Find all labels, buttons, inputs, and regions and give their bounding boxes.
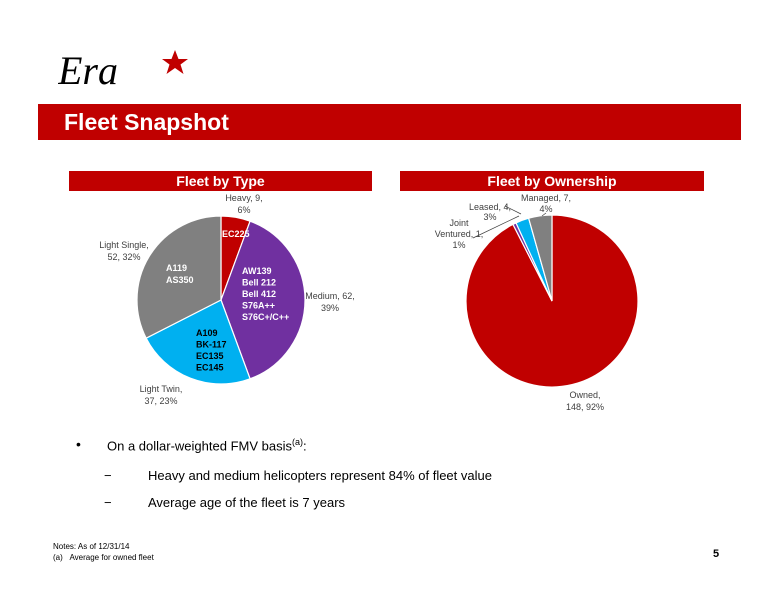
bullet-main-suffix: : — [302, 438, 307, 454]
leader-line-managed — [541, 212, 547, 217]
slice-label-light-twin: 37, 23% — [144, 396, 177, 406]
page-number: 5 — [713, 548, 720, 560]
slice-label-medium: 39% — [321, 303, 339, 313]
sub-bullet-2-text: Average age of the fleet is 7 years — [148, 495, 346, 510]
footnotes: Notes: As of 12/31/14 (a) Average for ow… — [53, 541, 154, 563]
pie-slice-managed — [527, 214, 553, 302]
pie-slice-light-twin — [145, 299, 251, 385]
fleet-by-type-pie: Heavy, 9, 6% Medium, 62, 39% Light Twin, 37, … — [99, 193, 355, 406]
slice-label-light-twin: Light Twin, — [140, 384, 183, 394]
slice-label-owned: Owned, — [569, 390, 600, 400]
slice-label-light-single: 52, 32% — [107, 252, 140, 262]
logo-text: Era — [58, 48, 118, 92]
slice-model-aw139: AW139 — [242, 266, 272, 276]
sub-bullet-dash: − — [104, 495, 112, 510]
slice-model-s76a: S76A++ — [242, 301, 275, 311]
slice-model-bell-212: Bell 212 — [242, 278, 276, 288]
bullet-dot: • — [76, 436, 81, 452]
slice-label-leased: Leased, 4, — [469, 202, 511, 212]
star-icon — [162, 50, 188, 74]
slice-label-leased: 3% — [483, 212, 496, 222]
leader-line-leased — [504, 205, 522, 215]
slice-label-joint-ventured: Joint — [449, 218, 469, 228]
slice-label-joint-ventured: 1% — [452, 240, 465, 250]
slice-label-heavy: 6% — [237, 205, 250, 215]
slice-label-managed: 4% — [539, 204, 552, 214]
fleet-by-type-label: Fleet by Type — [69, 171, 372, 191]
slice-label-managed: Managed, 7, — [521, 193, 571, 203]
pie-slice-medium — [220, 220, 306, 380]
slice-model-ec225: EC225 — [222, 229, 250, 239]
bullet-main-text: On a dollar-weighted FMV basis — [107, 438, 292, 454]
slice-label-heavy: Heavy, 9, — [225, 193, 262, 203]
notes-line-1: Notes: As of 12/31/14 — [53, 542, 130, 551]
notes-line-2: Average for owned fleet — [69, 553, 154, 562]
slice-label-light-single: Light Single, — [99, 240, 149, 250]
slice-model-ec145: EC145 — [196, 363, 224, 373]
slice-model-bell-412: Bell 412 — [242, 289, 276, 299]
slice-model-a119: A119 — [166, 263, 187, 273]
sub-bullet-dash: − — [104, 468, 112, 483]
era-logo: Era — [58, 48, 188, 92]
slice-label-medium: Medium, 62, — [305, 291, 355, 301]
leader-line-joint-ventured — [472, 215, 520, 239]
title-bar: Fleet Snapshot — [38, 104, 741, 140]
sub-bullet-1-text: Heavy and medium helicopters represent 8… — [148, 468, 492, 483]
notes-marker: (a) — [53, 553, 63, 562]
slice-model-ec135: EC135 — [196, 351, 224, 361]
slice-model-as350: AS350 — [166, 275, 194, 285]
slice-model-s76c-c: S76C+/C++ — [242, 312, 289, 322]
slice-model-bk-117: BK-117 — [196, 340, 227, 350]
slice-label-owned: 148, 92% — [566, 402, 604, 412]
pie-slice-light-single — [136, 215, 222, 339]
page-title: Fleet Snapshot — [64, 109, 229, 135]
fleet-by-ownership-label: Fleet by Ownership — [400, 171, 704, 191]
slice-model-a109: A109 — [196, 328, 218, 338]
footnote-ref: (a) — [291, 437, 303, 447]
slice-label-joint-ventured: Ventured, 1, — [435, 229, 484, 239]
